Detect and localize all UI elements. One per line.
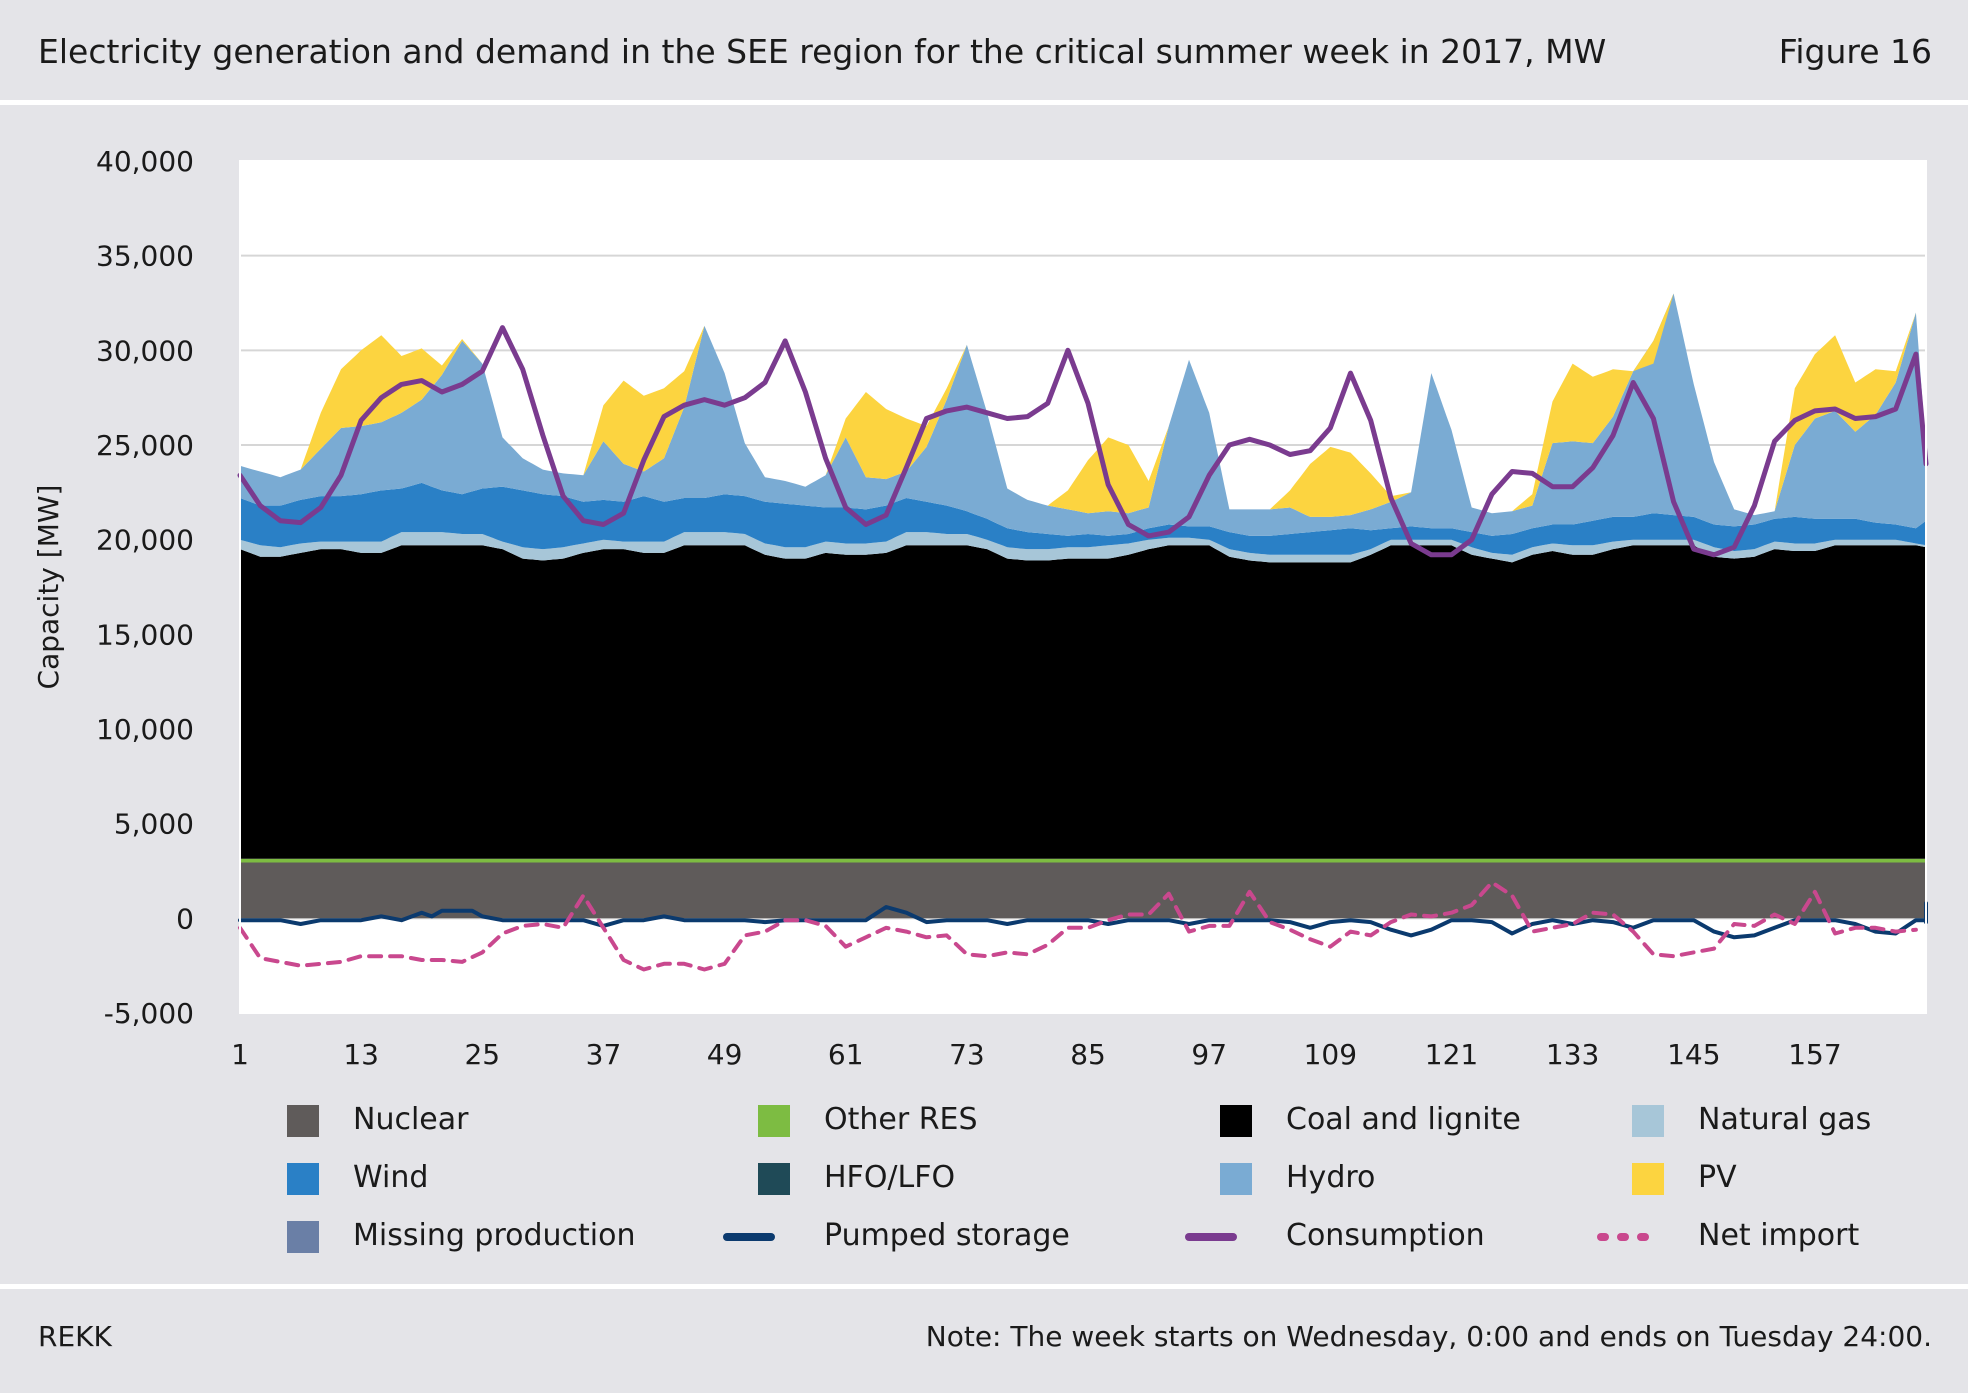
legend-label: Hydro — [1286, 1160, 1376, 1195]
legend-label: Wind — [353, 1160, 429, 1195]
legend-marker — [1185, 1233, 1237, 1241]
x-tick-label: 13 — [343, 1038, 379, 1071]
legend-marker — [758, 1163, 790, 1195]
legend-marker — [1632, 1105, 1664, 1137]
y-tick-label: 15,000 — [96, 618, 194, 651]
x-tick-label: 121 — [1425, 1038, 1478, 1071]
stacked-areas — [240, 293, 1926, 919]
legend-marker — [1220, 1105, 1252, 1137]
y-tick-label: -5,000 — [104, 997, 194, 1030]
axes: -5,000 0 5,000 10,000 15,000 20,000 25,000 30,0… — [96, 145, 1927, 1071]
x-tick-label: 25 — [464, 1038, 500, 1071]
legend-marker — [1632, 1163, 1664, 1195]
legend-label: Natural gas — [1698, 1102, 1872, 1137]
figure-label: Figure 16 — [1778, 32, 1932, 71]
legend-label: Net import — [1698, 1218, 1860, 1253]
coal-area — [240, 545, 1926, 859]
legend-marker — [1220, 1163, 1252, 1195]
source-label: REKK — [38, 1320, 112, 1353]
legend-marker — [758, 1105, 790, 1137]
wind-area — [240, 482, 1926, 555]
header-divider — [0, 100, 1968, 105]
plot-frame — [239, 160, 1927, 1014]
x-tick-label: 133 — [1546, 1038, 1599, 1071]
consumption-line — [237, 325, 1929, 558]
legend-marker — [723, 1233, 775, 1241]
y-tick-label: 0 — [176, 902, 194, 935]
nuclear-area — [240, 862, 1926, 919]
y-tick-label: 35,000 — [96, 240, 194, 273]
x-tick-label: 97 — [1191, 1038, 1227, 1071]
chart-title: Electricity generation and demand in the… — [38, 32, 1607, 71]
legend-label: HFO/LFO — [824, 1160, 956, 1195]
footer-divider — [0, 1284, 1968, 1289]
chart-svg: -5,000 0 5,000 10,000 15,000 20,000 25,000 30,0… — [32, 145, 1929, 1071]
legend-marker — [287, 1105, 319, 1137]
x-tick-label: 49 — [707, 1038, 743, 1071]
hydro-area — [240, 293, 1926, 536]
legend-label: Consumption — [1286, 1218, 1485, 1253]
series-lines — [237, 325, 1929, 972]
legend-label: Pumped storage — [824, 1218, 1070, 1253]
legend-label: Missing production — [353, 1218, 636, 1253]
pumped-storage-line — [238, 901, 1928, 940]
legend-label: Nuclear — [353, 1102, 469, 1137]
legend-label: Coal and lignite — [1286, 1102, 1521, 1137]
y-tick-label: 30,000 — [96, 334, 194, 367]
x-tick-label: 61 — [828, 1038, 864, 1071]
y-tick-label: 20,000 — [96, 524, 194, 557]
x-tick-label: 85 — [1070, 1038, 1106, 1071]
x-tick-label: 1 — [231, 1038, 249, 1071]
natural-gas-area — [240, 532, 1926, 563]
legend-marker — [287, 1163, 319, 1195]
x-tick-label: 37 — [586, 1038, 622, 1071]
legend-label: Other RES — [824, 1102, 978, 1137]
y-tick-label: 5,000 — [114, 808, 194, 841]
y-axis-title: Capacity [MW] — [32, 485, 65, 690]
legend-marker — [287, 1221, 319, 1253]
legend-marker — [1597, 1233, 1649, 1241]
net-import-line — [238, 880, 1918, 972]
other-res-area — [240, 858, 1926, 863]
y-tick-label: 40,000 — [96, 145, 194, 178]
x-tick-label: 145 — [1667, 1038, 1720, 1071]
x-tick-label: 109 — [1304, 1038, 1357, 1071]
legend-label: PV — [1698, 1160, 1737, 1195]
y-tick-label: 10,000 — [96, 713, 194, 746]
x-tick-label: 157 — [1788, 1038, 1841, 1071]
title-bar: Electricity generation and demand in the… — [0, 0, 1968, 100]
y-tick-label: 25,000 — [96, 429, 194, 462]
pv-area — [240, 293, 1926, 517]
footnote: Note: The week starts on Wednesday, 0:00… — [925, 1320, 1932, 1353]
x-tick-label: 73 — [949, 1038, 985, 1071]
